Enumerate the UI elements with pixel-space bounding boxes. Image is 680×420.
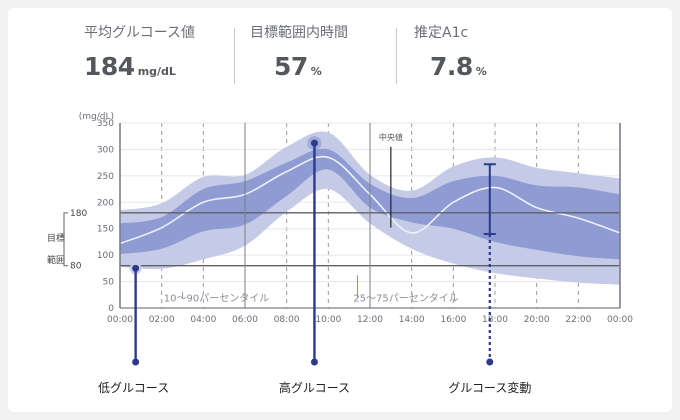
y-tick-label: 50 <box>103 278 115 288</box>
stat-value: 7.8 <box>430 52 473 81</box>
chart-callouts: 低グルコース 高グルコース グルコース変動 <box>98 136 531 395</box>
y-tick-label: 100 <box>97 251 114 261</box>
x-tick-label: 22:00 <box>565 315 591 325</box>
target-range-high-label: 180 <box>70 209 87 219</box>
y-axis-unit-label: (mg/dL) <box>79 112 114 122</box>
x-tick-label: 06:00 <box>232 315 258 325</box>
stat-unit: % <box>475 65 487 78</box>
stat-time-in-range: 目標範囲内時間 57% <box>250 22 348 81</box>
x-tick-label: 02:00 <box>149 315 175 325</box>
x-tick-label: 08:00 <box>274 315 300 325</box>
stat-value: 184 <box>84 52 135 81</box>
stats-bar: 平均グルコース値 184 mg/dL 目標範囲内時間 57% 推定A1c 7.8% <box>8 8 672 88</box>
stat-value-row: 184 mg/dL <box>84 52 195 81</box>
y-tick-label: 150 <box>97 225 114 235</box>
stat-unit: % <box>310 65 322 78</box>
variability-label: グルコース変動 <box>448 380 531 395</box>
stat-divider <box>396 28 397 84</box>
target-range-label-char: 目 <box>47 233 56 244</box>
chart-labels: 10～90パーセンタイル 25～75パーセンタイル 中央値 <box>164 132 459 305</box>
y-tick-label: 0 <box>108 304 114 314</box>
x-tick-label: 00:00 <box>107 315 133 325</box>
y-tick-label: 350 <box>97 119 114 129</box>
low-glucose-end-dot <box>132 358 140 366</box>
low-glucose-label: 低グルコース <box>98 381 169 395</box>
stat-label: 推定A1c <box>414 25 469 41</box>
target-range-low-label: 80 <box>70 262 82 272</box>
high-glucose-label: 高グルコース <box>279 380 350 395</box>
x-tick-label: 10:00 <box>315 315 341 325</box>
stat-value-row: 7.8% <box>414 52 487 81</box>
target-range-label-char: 標 <box>56 232 65 244</box>
low-glucose-marker <box>132 264 140 272</box>
high-glucose-marker <box>310 139 318 147</box>
x-tick-label: 04:00 <box>190 315 216 325</box>
glucose-profile-chart: 180 80 目 標範囲 0 50 100 150 200 250 300 350(mg/dL) 00… <box>47 112 634 395</box>
stat-label: 目標範囲内時間 <box>250 25 348 41</box>
y-tick-label: 200 <box>97 198 114 208</box>
inner-band-label: 25～75パーセンタイル <box>353 293 458 305</box>
stat-divider <box>234 28 235 84</box>
stat-label: 平均グルコース値 <box>84 25 196 41</box>
x-tick-label: 18:00 <box>482 315 508 325</box>
stat-estimated-a1c: 推定A1c 7.8% <box>414 22 487 81</box>
high-glucose-end-dot <box>310 358 318 366</box>
x-tick-label: 14:00 <box>399 315 425 325</box>
chart-axes: 0 50 100 150 200 250 300 350(mg/dL) 00:00 02:00 04… <box>79 112 634 325</box>
variability-end-dot <box>486 358 494 366</box>
median-annotation: 中央値 <box>379 132 403 142</box>
x-tick-label: 12:00 <box>357 315 383 325</box>
y-tick-label: 250 <box>97 172 114 182</box>
outer-band-label: 10～90パーセンタイル <box>164 293 269 305</box>
x-tick-label: 00:00 <box>607 315 633 325</box>
y-tick-label: 300 <box>97 145 114 155</box>
stat-value: 57 <box>274 52 308 81</box>
stat-average-glucose: 平均グルコース値 184 mg/dL <box>84 22 195 81</box>
stat-unit: mg/dL <box>137 65 176 78</box>
target-range-bracket <box>63 212 68 267</box>
glucose-report-card: 平均グルコース値 184 mg/dL 目標範囲内時間 57% 推定A1c 7.8%… <box>8 8 672 412</box>
x-tick-label: 20:00 <box>524 315 550 325</box>
stat-value-row: 57% <box>250 52 348 81</box>
target-range-label-char: 囲 <box>56 255 65 266</box>
target-range-label-char: 範 <box>47 254 56 266</box>
x-tick-label: 16:00 <box>440 315 466 325</box>
